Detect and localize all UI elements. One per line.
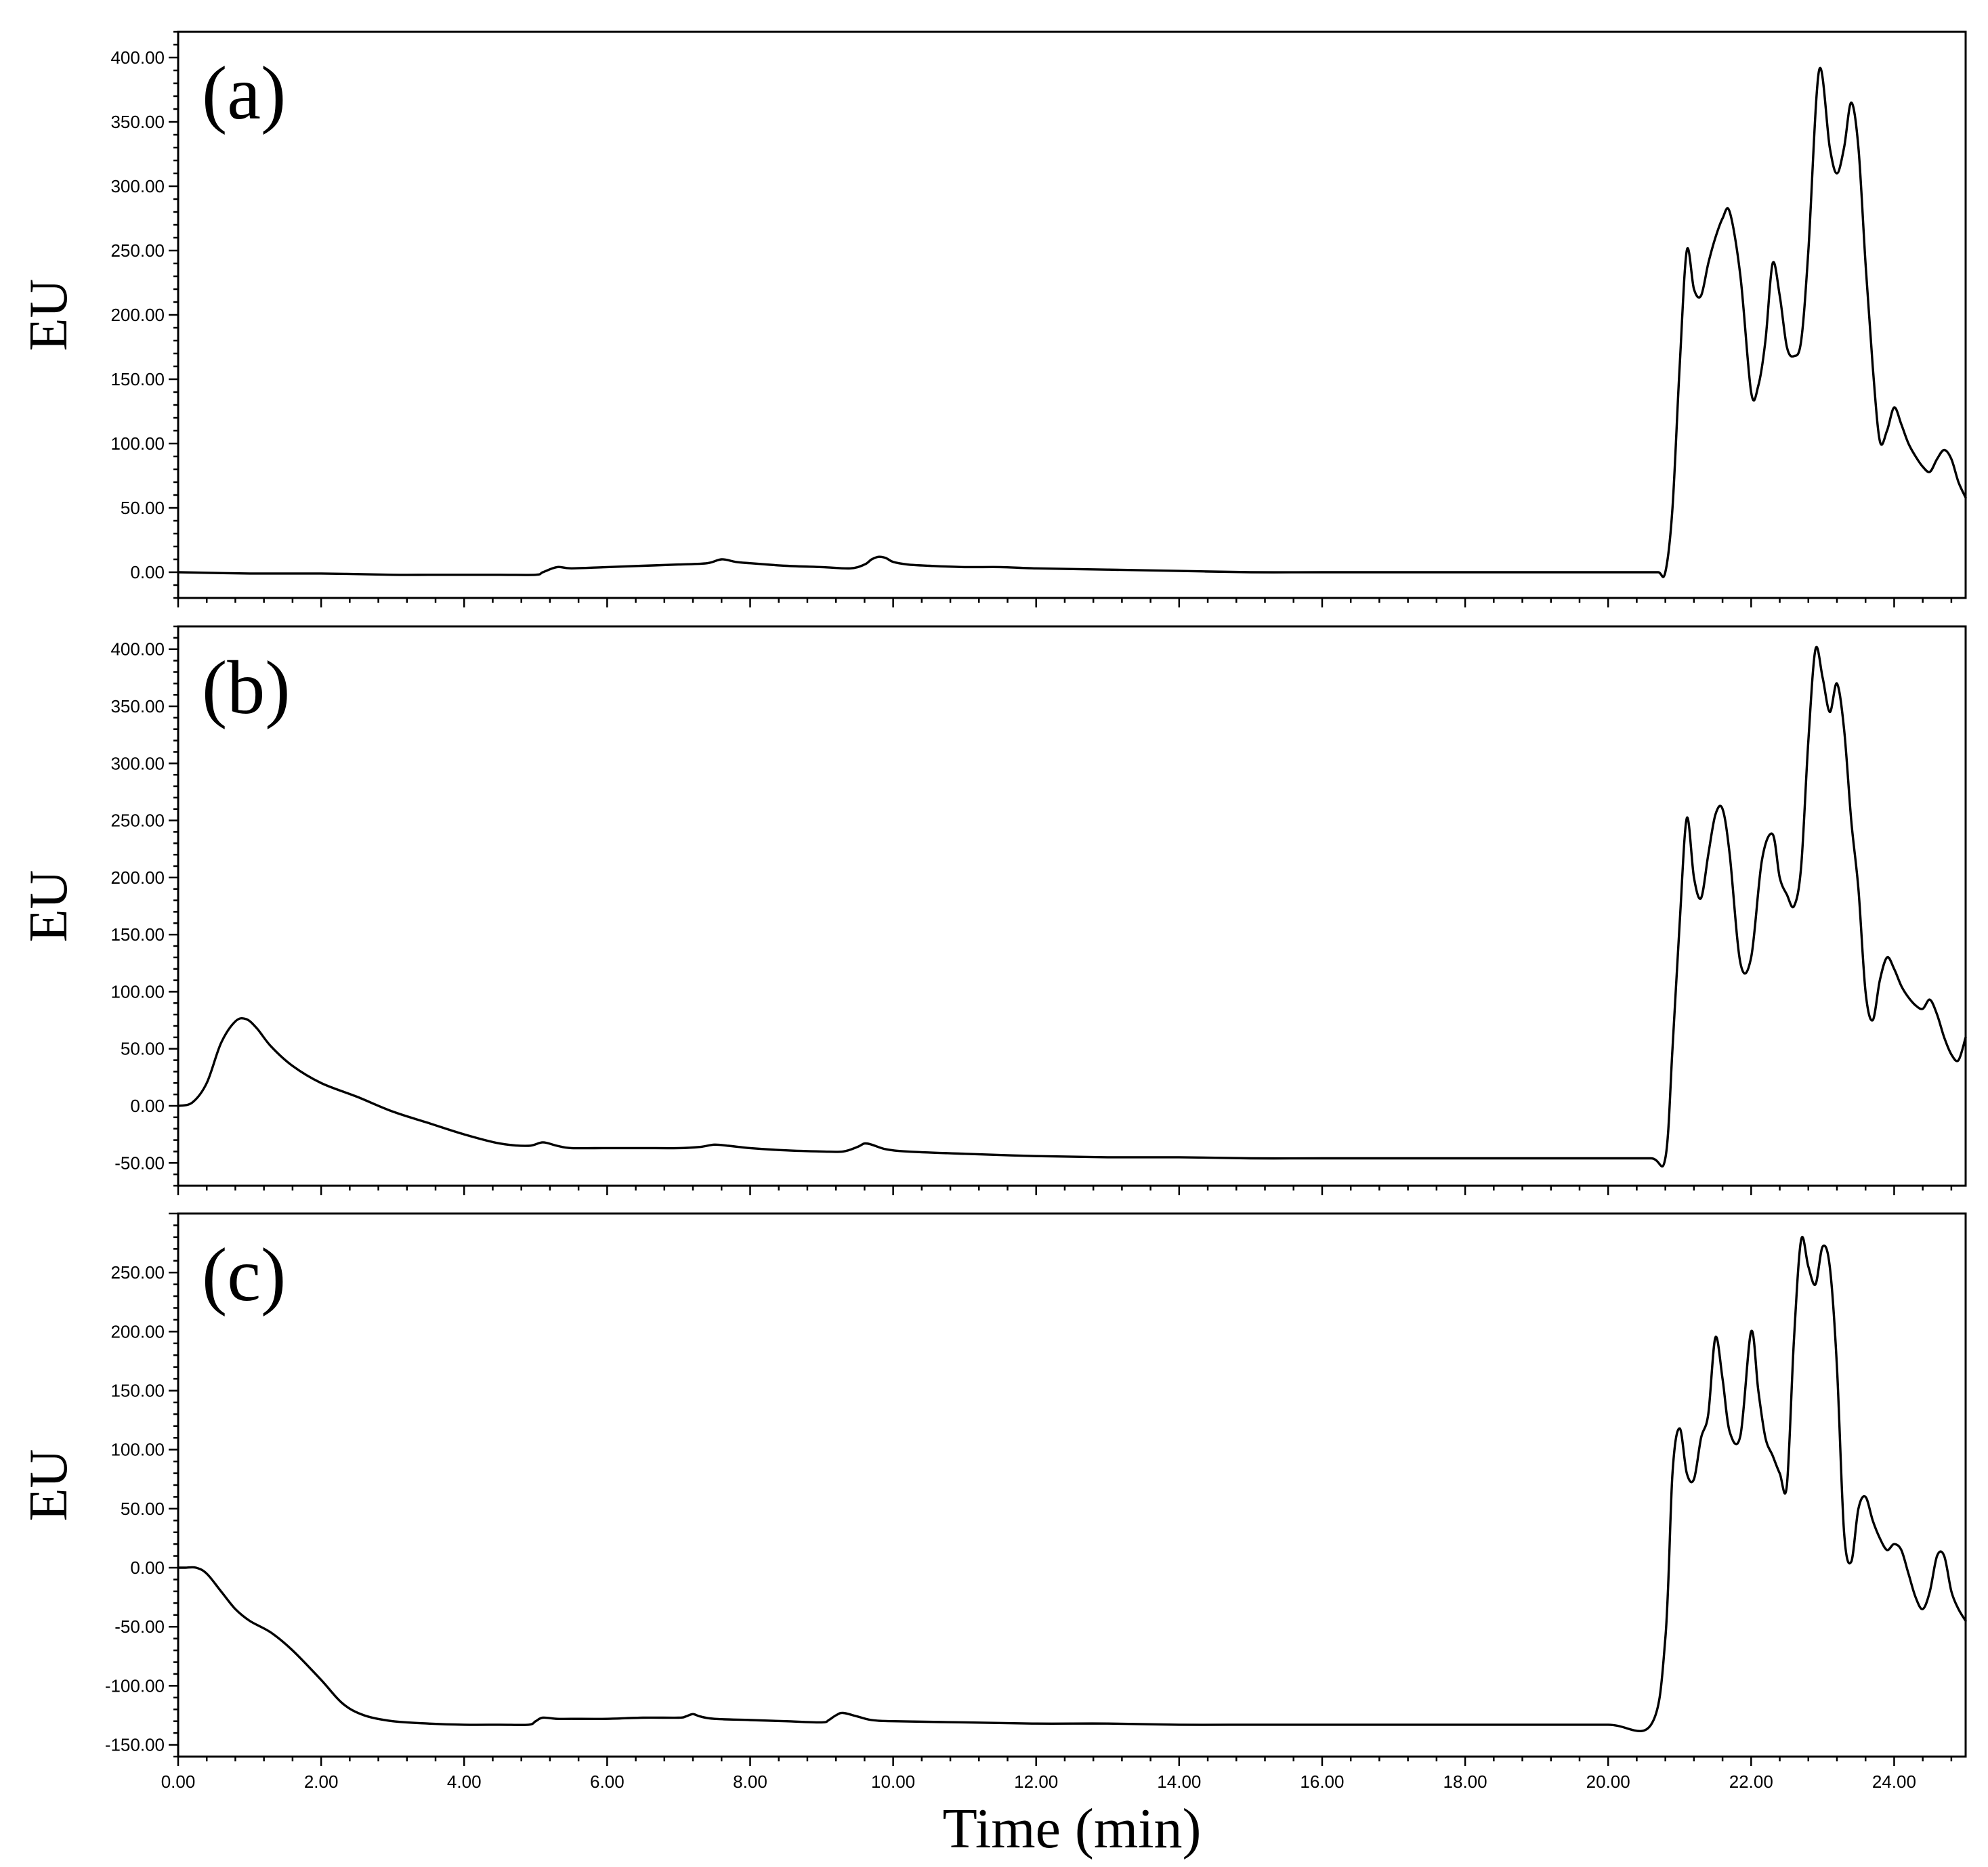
y-tick-label: 200.00 — [110, 305, 165, 325]
x-tick-label: 4.00 — [447, 1772, 482, 1792]
y-tick-label: 200.00 — [110, 867, 165, 888]
y-tick-label: 400.00 — [110, 639, 165, 660]
x-tick-label: 20.00 — [1586, 1772, 1630, 1792]
y-tick-label: 300.00 — [110, 176, 165, 196]
y-tick-label: 50.00 — [121, 1039, 165, 1059]
y-tick-label: 150.00 — [110, 924, 165, 945]
x-axis-label: Time (min) — [943, 1797, 1202, 1860]
plot-frame — [177, 1212, 1967, 1758]
y-tick-label: -50.00 — [114, 1153, 165, 1173]
y-tick-label: 0.00 — [130, 562, 165, 582]
y-tick-label: 250.00 — [110, 811, 165, 831]
x-tick-label: 22.00 — [1729, 1772, 1773, 1792]
y-axis-label: EU — [19, 870, 79, 943]
y-tick-label: -150.00 — [105, 1735, 165, 1755]
y-tick-label: -50.00 — [114, 1616, 165, 1637]
chromatogram-trace — [177, 66, 1967, 578]
chart-panel-3: -150.00 -100.00 -50.00 0.00 50.00 100.00 150.0… — [19, 1212, 1967, 1860]
y-tick-label: 300.00 — [110, 753, 165, 773]
panel-label: (c) — [202, 1233, 286, 1317]
x-tick-label: 8.00 — [733, 1772, 767, 1792]
chart-panel-1: 0.00 50.00 100.00 150.00 200.00 250.00 300.00 3… — [19, 30, 1967, 607]
x-tick-label: 14.00 — [1157, 1772, 1201, 1792]
y-tick-label: 250.00 — [110, 240, 165, 261]
y-axis-label: EU — [19, 279, 79, 351]
y-tick-label: 200.00 — [110, 1321, 165, 1342]
y-tick-label: 0.00 — [130, 1096, 165, 1116]
y-tick-label: 100.00 — [110, 981, 165, 1002]
chromatogram-trace — [177, 645, 1967, 1168]
y-tick-label: 150.00 — [110, 1381, 165, 1401]
y-tick-label: 50.00 — [121, 498, 165, 518]
panel-label: (a) — [202, 51, 286, 135]
x-tick-label: 12.00 — [1014, 1772, 1058, 1792]
x-tick-label: 6.00 — [590, 1772, 625, 1792]
x-tick-label: 0.00 — [161, 1772, 196, 1792]
x-tick-label: 2.00 — [304, 1772, 339, 1792]
y-tick-label: 150.00 — [110, 369, 165, 389]
x-tick-label: 24.00 — [1872, 1772, 1916, 1792]
x-tick-label: 18.00 — [1443, 1772, 1487, 1792]
panel-label: (b) — [202, 646, 291, 730]
y-tick-label: 50.00 — [121, 1499, 165, 1519]
y-tick-label: 100.00 — [110, 1440, 165, 1460]
y-tick-label: 400.00 — [110, 47, 165, 68]
y-tick-label: -100.00 — [105, 1675, 165, 1696]
chart-panel-2: -50.00 0.00 50.00 100.00 150.00 200.00 250.00 3… — [19, 625, 1967, 1195]
chromatogram-trace — [177, 1236, 1967, 1732]
plot-frame — [177, 625, 1967, 1187]
y-tick-label: 350.00 — [110, 112, 165, 132]
x-tick-label: 10.00 — [871, 1772, 915, 1792]
y-axis-label: EU — [19, 1449, 79, 1522]
x-tick-label: 16.00 — [1300, 1772, 1344, 1792]
y-tick-label: 250.00 — [110, 1262, 165, 1283]
y-tick-label: 350.00 — [110, 696, 165, 716]
plot-frame — [177, 30, 1967, 599]
y-tick-label: 0.00 — [130, 1558, 165, 1578]
y-tick-label: 100.00 — [110, 433, 165, 454]
